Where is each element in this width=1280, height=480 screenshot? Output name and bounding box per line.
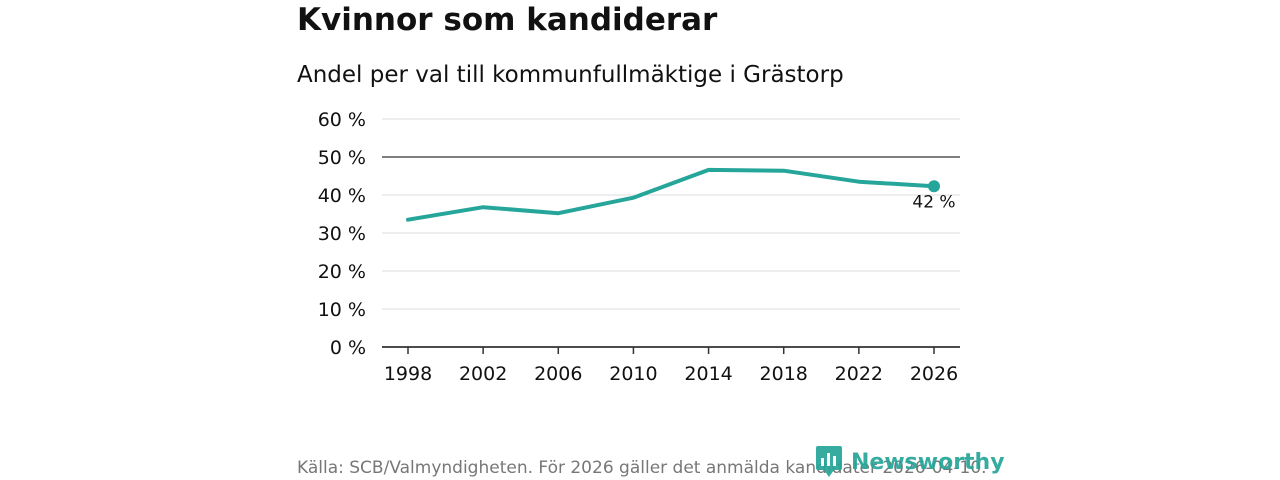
chart-subtitle: Andel per val till kommunfullmäktige i G… (297, 62, 844, 88)
newsworthy-logo-icon (816, 446, 842, 477)
y-tick-label: 0 % (330, 337, 366, 359)
x-tick-label: 2018 (760, 363, 808, 385)
data-point (707, 168, 711, 172)
x-tick-label: 2026 (910, 363, 958, 385)
source-note: Källa: SCB/Valmyndigheten. För 2026 gäll… (297, 458, 987, 478)
y-tick-label: 60 % (318, 109, 366, 131)
data-point (556, 211, 560, 215)
x-tick-label: 2006 (534, 363, 582, 385)
newsworthy-logo: Newsworthy (816, 446, 1005, 478)
last-data-point-marker (928, 180, 940, 193)
y-tick-label: 20 % (318, 261, 366, 283)
x-tick-label: 2010 (609, 363, 657, 385)
x-tick-label: 2002 (459, 363, 507, 385)
y-tick-label: 10 % (318, 299, 366, 321)
y-tick-label: 40 % (318, 185, 366, 207)
line-chart: 0 % 10 % 20 % 30 % 40 % 50 % 60 % 1998 2002 2006 2… (318, 109, 960, 385)
x-tick-label: 2014 (684, 363, 732, 385)
data-point (782, 169, 786, 173)
x-tick-label: 2022 (835, 363, 883, 385)
data-point (631, 196, 635, 200)
y-tick-label: 30 % (318, 223, 366, 245)
end-value-label: 42 % (912, 192, 955, 212)
data-point (481, 205, 485, 209)
series-line-andel-kvinnor (406, 167, 936, 222)
y-tick-label: 50 % (318, 147, 366, 169)
newsworthy-brand-name: Newsworthy (851, 449, 1005, 475)
data-point (406, 218, 410, 222)
chart-title: Kvinnor som kandiderar (297, 2, 718, 38)
data-point (857, 180, 861, 184)
x-tick-label: 1998 (384, 363, 432, 385)
